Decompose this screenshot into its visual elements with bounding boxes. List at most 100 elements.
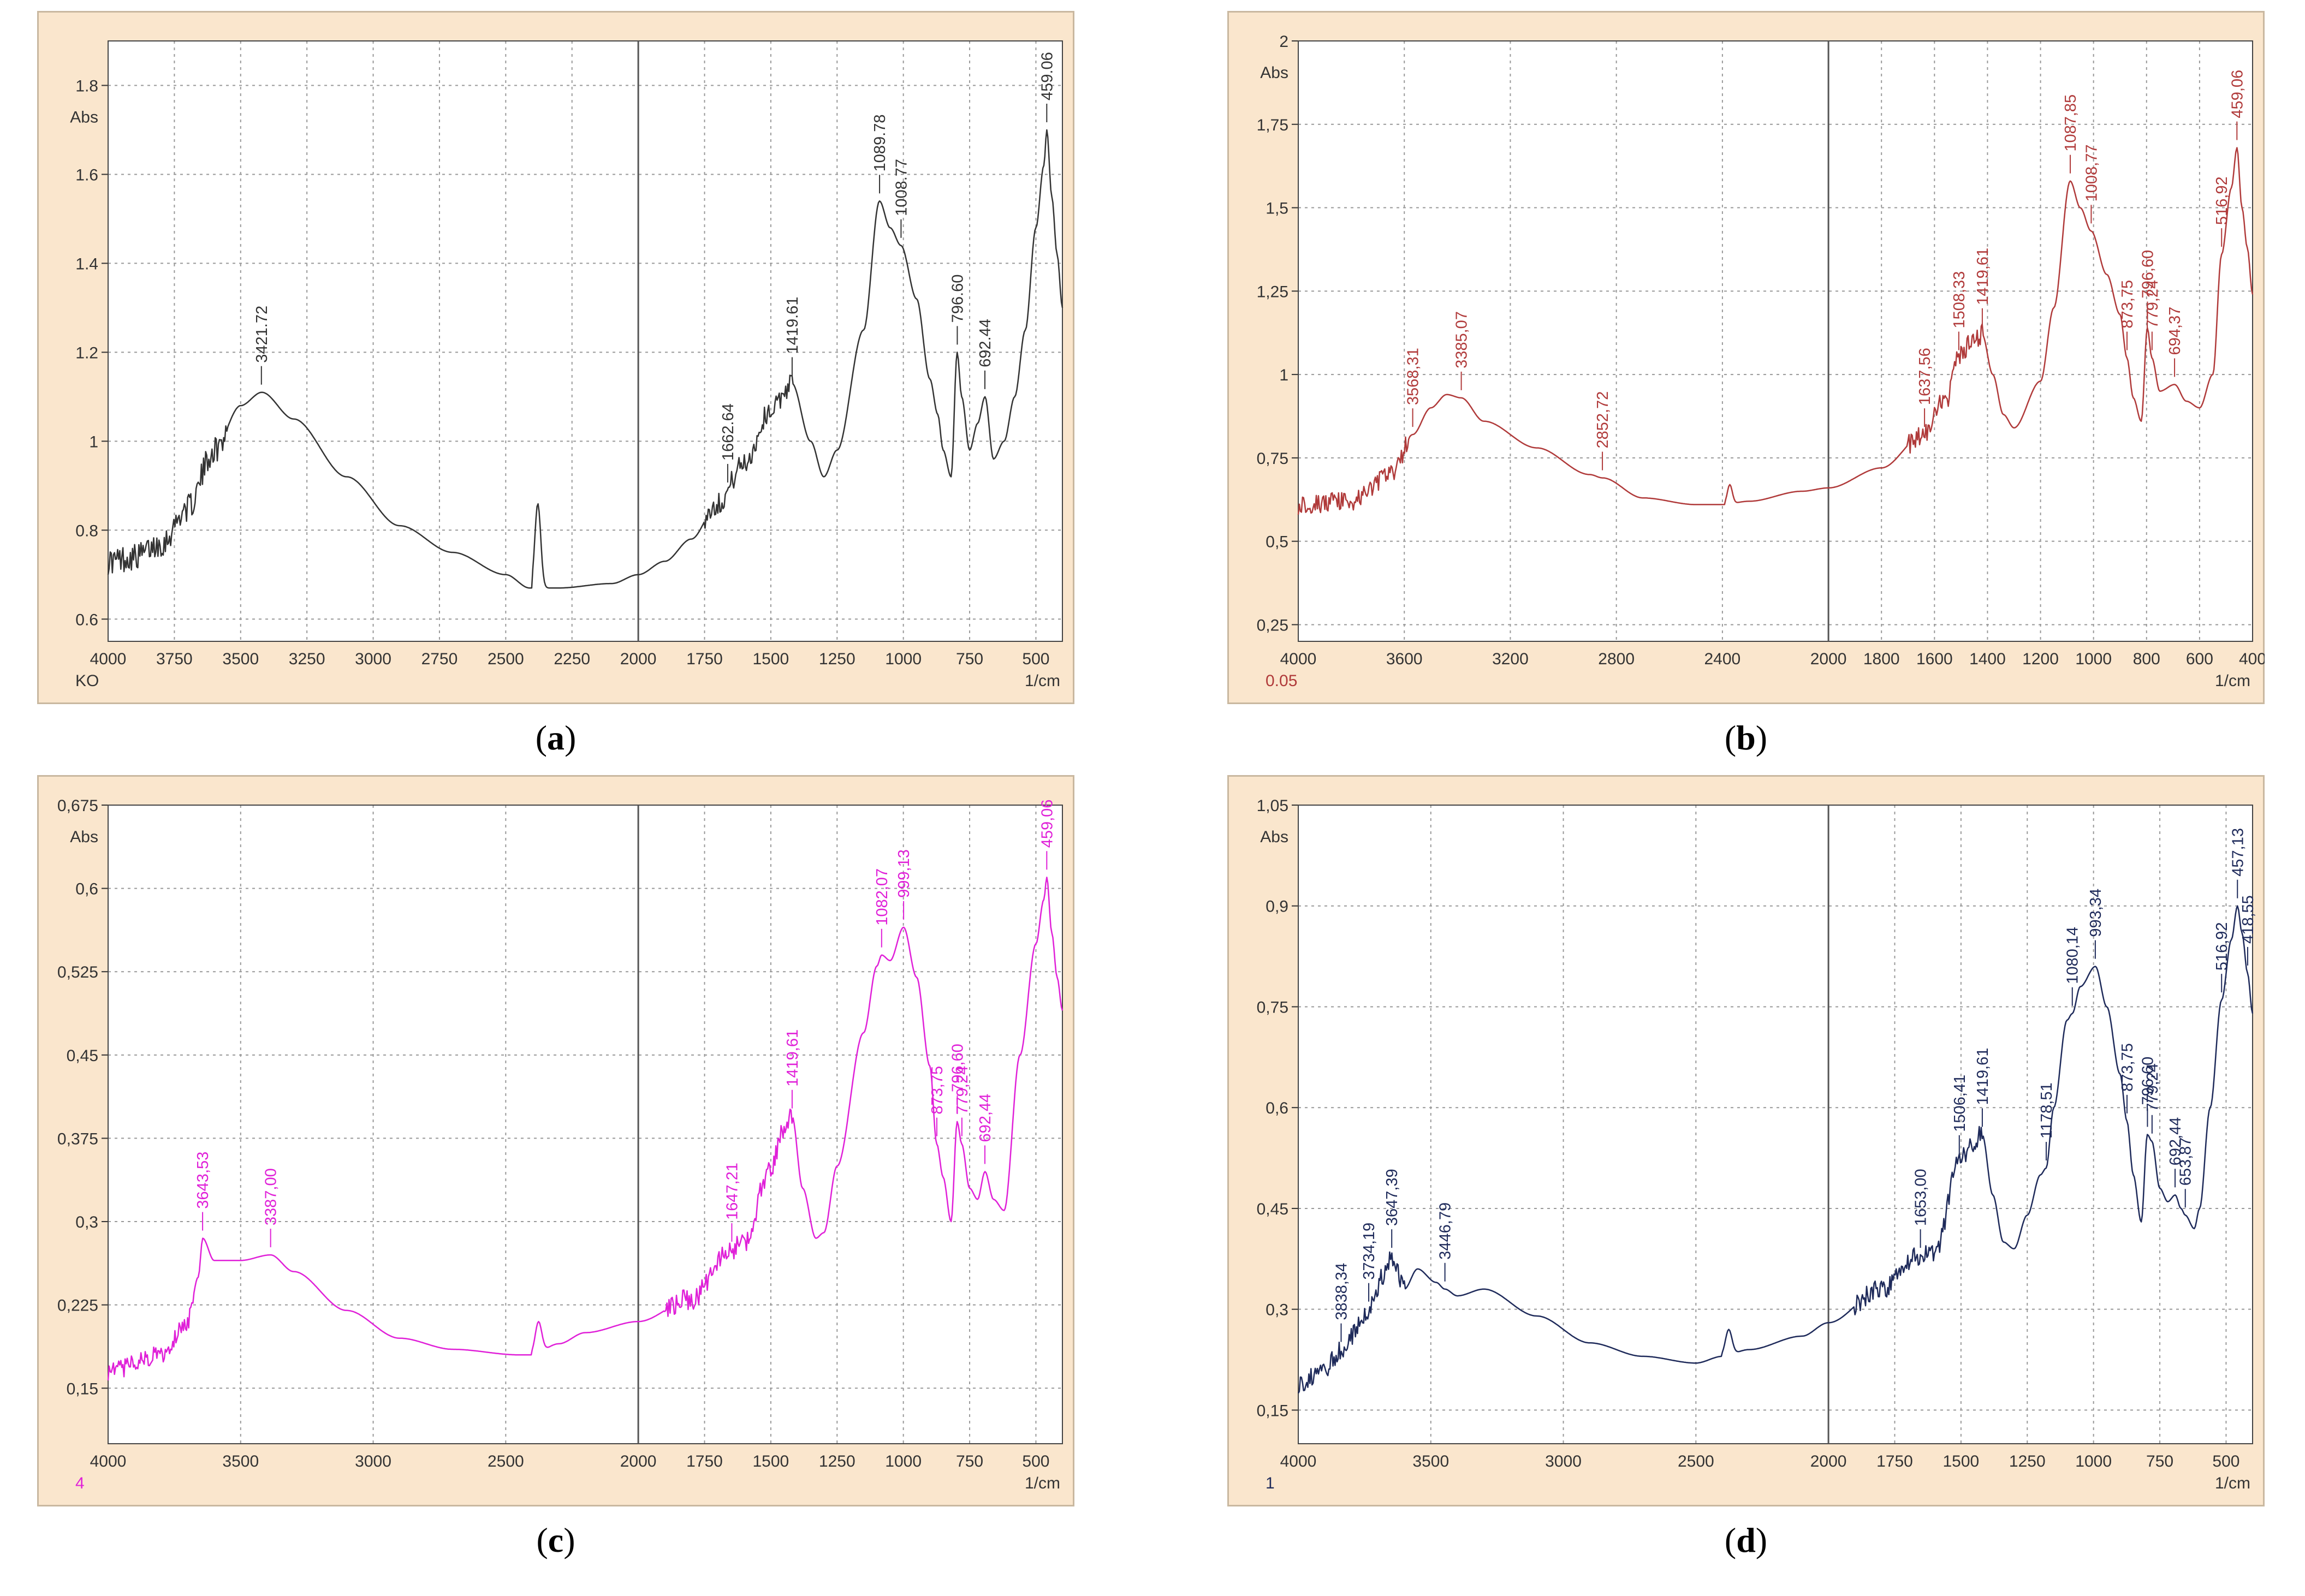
x-tick-label: 3000 — [355, 1452, 391, 1470]
x-tick-label: 2500 — [488, 1452, 524, 1470]
peak-label: 418,55 — [2239, 895, 2257, 944]
y-tick-label: 1.6 — [75, 166, 98, 184]
x-tick-label: 1000 — [885, 1452, 922, 1470]
peak-label: 999,13 — [895, 849, 913, 898]
x-axis-unit-label: 1/cm — [1025, 1474, 1060, 1492]
peak-label: 779,24 — [2144, 1063, 2161, 1112]
x-tick-label: 3500 — [1412, 1452, 1449, 1470]
peak-label: 1419,61 — [784, 1029, 801, 1087]
peak-label: 1419,61 — [1974, 1048, 1992, 1105]
y-tick-label: 1,05 — [1257, 797, 1288, 815]
panel-c: 4000 3500 3000 2500 2000 1750 1500 1250 1000 750 5… — [37, 775, 1074, 1506]
peak-label: 3385,07 — [1453, 311, 1471, 368]
x-tick-label: 1750 — [686, 1452, 723, 1470]
corner-label: 4 — [75, 1474, 85, 1492]
x-tick-label: 3500 — [222, 650, 259, 668]
x-tick-label: 1000 — [2075, 1452, 2112, 1470]
y-tick-label: 0,5 — [1266, 533, 1288, 551]
peak-label: 516,92 — [2213, 176, 2231, 225]
x-tick-label: 4000 — [90, 650, 127, 668]
peak-label: 457,13 — [2229, 828, 2247, 877]
peak-label: 1508,33 — [1951, 271, 1968, 329]
y-tick-label: 1 — [1279, 366, 1288, 384]
peak-label: 653,87 — [2177, 1138, 2195, 1186]
x-tick-label: 1400 — [1969, 650, 2006, 668]
peak-label: 1008.77 — [893, 159, 910, 216]
y-tick-label: 1,5 — [1266, 200, 1288, 218]
x-tick-label: 500 — [2212, 1452, 2239, 1470]
x-tick-label: 1600 — [1916, 650, 1953, 668]
y-tick-label: 0,45 — [67, 1047, 98, 1065]
plot-area — [108, 805, 1062, 1444]
x-tick-label: 1200 — [2022, 650, 2059, 668]
y-tick-label: 1,75 — [1257, 116, 1288, 134]
peak-label: 1419.61 — [784, 297, 801, 354]
peak-label: 796,60 — [2139, 1057, 2157, 1105]
y-tick-label: 0,375 — [57, 1130, 98, 1148]
peak-label: 3643,53 — [194, 1152, 212, 1209]
x-tick-label: 1500 — [753, 650, 789, 668]
x-tick-label: 1250 — [2009, 1452, 2046, 1470]
x-tick-label: 1750 — [1876, 1452, 1913, 1470]
peak-label: 3647,39 — [1383, 1169, 1401, 1226]
x-tick-label: 3200 — [1492, 650, 1529, 668]
x-tick-label: 2250 — [554, 650, 590, 668]
x-tick-label: 750 — [2146, 1452, 2173, 1470]
peak-label: 779,24 — [2144, 280, 2161, 329]
x-tick-label: 750 — [956, 1452, 983, 1470]
peak-label: 3838,34 — [1333, 1263, 1350, 1320]
x-tick-label: 500 — [1022, 650, 1049, 668]
x-tick-label: 4000 — [90, 1452, 127, 1470]
x-tick-label: 1250 — [819, 1452, 856, 1470]
y-axis-label: Abs — [1260, 64, 1288, 82]
y-tick-label: 1.4 — [75, 255, 98, 273]
corner-label: 0.05 — [1266, 672, 1297, 690]
y-tick-label: 0,15 — [67, 1380, 98, 1398]
peak-label: 873,75 — [2119, 1043, 2136, 1092]
x-tick-label: 3750 — [156, 650, 193, 668]
x-tick-label: 2000 — [1810, 650, 1847, 668]
peak-label: 3387,00 — [263, 1168, 280, 1225]
plot-border — [108, 805, 1063, 1444]
y-axis-label: Abs — [70, 108, 98, 126]
peak-label: 796,60 — [949, 1044, 966, 1092]
panel-a: 4000 3750 3500 3250 3000 2750 2500 2250 2000 1750… — [37, 11, 1074, 704]
peak-label: 459,06 — [2229, 70, 2246, 118]
spectrum-line — [1297, 147, 2254, 515]
y-axis-label: Abs — [1260, 828, 1288, 846]
y-tick-label: 0,75 — [1257, 998, 1288, 1016]
plot-border — [108, 40, 1063, 642]
y-tick-label: 0.6 — [75, 611, 98, 629]
y-tick-label: 1.2 — [75, 344, 98, 362]
y-tick-label: 0,6 — [1266, 1099, 1288, 1117]
x-tick-label: 4000 — [1280, 1452, 1317, 1470]
peak-label: 516,92 — [2213, 922, 2231, 970]
peak-label: 873,75 — [929, 1066, 946, 1115]
peak-label: 1662.64 — [720, 403, 737, 461]
panel-d: 4000 3500 3000 2500 2000 1750 1500 1250 1000 750 5… — [1227, 775, 2265, 1506]
y-tick-label: 0,225 — [57, 1297, 98, 1315]
x-axis-unit-label: 1/cm — [2215, 672, 2250, 690]
caption-c: (c) — [536, 1521, 575, 1559]
x-tick-label: 2000 — [620, 650, 657, 668]
peak-label: 3446,79 — [1437, 1202, 1454, 1260]
peak-label: 796,60 — [2139, 250, 2157, 299]
plot-area — [1298, 805, 2253, 1444]
peak-label: 1087,85 — [2062, 94, 2080, 152]
plot-border — [1298, 40, 2253, 642]
x-tick-label: 3250 — [289, 650, 325, 668]
peak-label: 694,37 — [2166, 307, 2184, 355]
x-axis-unit-label: 1/cm — [2215, 1474, 2250, 1492]
x-tick-label: 750 — [956, 650, 983, 668]
x-tick-label: 2400 — [1704, 650, 1741, 668]
y-tick-label: 0,45 — [1257, 1200, 1288, 1218]
x-tick-label: 400 — [2239, 650, 2265, 668]
caption-a: (a) — [535, 718, 577, 757]
x-tick-label: 3500 — [222, 1452, 259, 1470]
peak-label: 796.60 — [949, 275, 966, 323]
peak-label: 1082,07 — [874, 868, 891, 926]
plot-area — [1298, 41, 2253, 641]
peak-label: 1080,14 — [2064, 927, 2082, 984]
caption-d: (d) — [1724, 1521, 1768, 1559]
y-tick-label: 0,9 — [1266, 898, 1288, 916]
